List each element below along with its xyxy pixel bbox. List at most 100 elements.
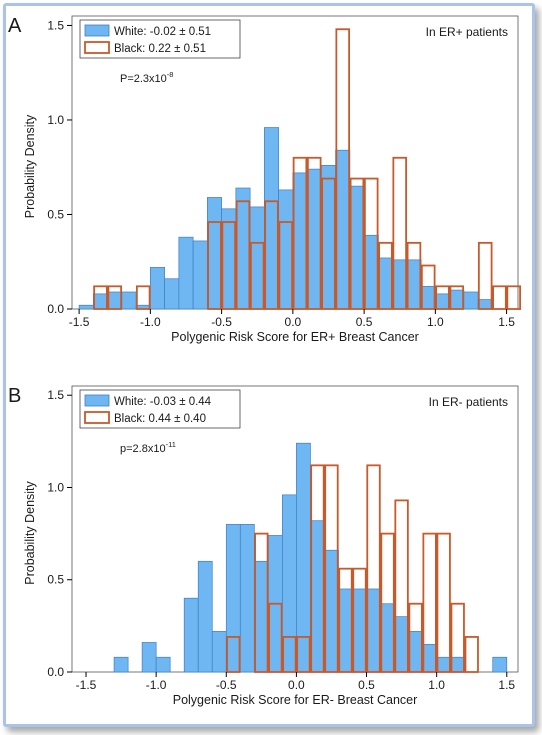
legend-label-black: Black: 0.22 ± 0.51 bbox=[114, 43, 206, 55]
bar-white-10 bbox=[282, 494, 297, 673]
bar-white-0 bbox=[113, 656, 129, 673]
bar-white-2 bbox=[107, 291, 123, 310]
bar-black-6 bbox=[324, 464, 339, 673]
bar-black-9 bbox=[292, 156, 308, 310]
bar-black-15 bbox=[378, 241, 393, 310]
bar-white-1 bbox=[93, 293, 108, 310]
figure-svg: A -1.5 -1.0 -0.5 0.0 0.5 1.0 1.5 0.0 0.5 1.0 1.5 Pol… bbox=[8, 15, 521, 707]
bar-white-18 bbox=[394, 616, 409, 673]
bar-white-7 bbox=[239, 524, 255, 673]
bar-white-9 bbox=[207, 197, 222, 310]
bar-black-8 bbox=[352, 567, 367, 673]
bar-black-12 bbox=[408, 602, 423, 673]
bar-black-12 bbox=[335, 28, 351, 310]
bar-black-19 bbox=[435, 285, 450, 310]
bar-white-22 bbox=[450, 656, 466, 673]
bar-black-5 bbox=[235, 200, 251, 310]
bar-black-17 bbox=[406, 241, 422, 310]
bar-white-6 bbox=[225, 524, 241, 673]
chart-panel-a: A -1.5 -1.0 -0.5 0.0 0.5 1.0 1.5 0.0 0.5 1.0 1.5 Pol… bbox=[8, 15, 521, 344]
bar-white-21 bbox=[436, 656, 452, 673]
bar-white-5 bbox=[211, 631, 227, 673]
bar-black-13 bbox=[349, 177, 365, 310]
y-axis-title: Probability Density bbox=[23, 114, 37, 218]
bar-white-22 bbox=[392, 259, 408, 310]
series-black bbox=[93, 28, 521, 310]
bar-black-16 bbox=[392, 156, 408, 310]
bar-black-13 bbox=[422, 532, 437, 673]
bar-black-14 bbox=[436, 532, 451, 673]
bar-black-2 bbox=[268, 602, 283, 673]
bar-white-25 bbox=[435, 293, 450, 310]
y-axis-title: Probability Density bbox=[23, 480, 37, 584]
bar-white-0 bbox=[78, 304, 94, 310]
x-tick-label: 1.5 bbox=[498, 678, 515, 692]
bar-black-3 bbox=[282, 636, 297, 673]
bar-white-16 bbox=[366, 588, 381, 673]
bar-white-26 bbox=[449, 289, 465, 310]
bar-white-23 bbox=[492, 656, 508, 673]
bar-white-16 bbox=[306, 168, 322, 310]
series-black bbox=[226, 464, 479, 673]
x-tick-label: -1.5 bbox=[76, 678, 97, 692]
legend-swatch-white bbox=[84, 24, 110, 37]
legend-label-white: White: -0.02 ± 0.51 bbox=[114, 26, 211, 38]
x-tick-label: 0.0 bbox=[288, 678, 305, 692]
x-tick-label: -0.5 bbox=[216, 678, 237, 692]
bar-white-4 bbox=[197, 560, 213, 673]
figure-frame: A -1.5 -1.0 -0.5 0.0 0.5 1.0 1.5 0.0 0.5 1.0 1.5 Pol… bbox=[3, 3, 535, 727]
y-tick-label: 1.5 bbox=[47, 18, 64, 32]
bar-white-12 bbox=[249, 206, 265, 310]
x-tick-label: 1.0 bbox=[427, 315, 444, 329]
bar-white-23 bbox=[406, 259, 422, 310]
bar-white-12 bbox=[310, 520, 325, 673]
bar-black-22 bbox=[492, 285, 507, 310]
bar-black-11 bbox=[321, 177, 336, 310]
bar-black-20 bbox=[449, 285, 465, 310]
bar-white-28 bbox=[477, 299, 493, 310]
series-white bbox=[113, 442, 508, 673]
bar-white-13 bbox=[264, 127, 279, 310]
p-value-base: P=2.3x10 bbox=[120, 73, 167, 85]
bar-white-1 bbox=[141, 642, 157, 673]
bar-black-7 bbox=[338, 567, 353, 673]
legend-swatch-white bbox=[84, 394, 110, 407]
bar-black-10 bbox=[380, 532, 395, 673]
y-tick-label: 0.0 bbox=[47, 665, 64, 679]
bar-white-20 bbox=[363, 234, 379, 310]
bar-black-0 bbox=[226, 636, 241, 673]
bar-white-20 bbox=[422, 643, 438, 673]
legend-swatch-black bbox=[84, 41, 110, 54]
bar-white-14 bbox=[338, 588, 353, 673]
bar-white-17 bbox=[380, 603, 395, 673]
bar-black-4 bbox=[221, 221, 237, 310]
x-tick-label: 0.5 bbox=[358, 678, 375, 692]
bar-black-5 bbox=[310, 464, 325, 673]
bar-black-16 bbox=[464, 636, 479, 673]
bar-black-2 bbox=[135, 285, 151, 310]
bar-black-1 bbox=[254, 532, 269, 673]
panel-letter: A bbox=[8, 15, 22, 37]
bar-black-4 bbox=[296, 636, 311, 673]
bar-black-23 bbox=[506, 285, 521, 310]
x-axis-title: Polygenic Risk Score for ER- Breast Canc… bbox=[173, 693, 418, 707]
y-tick-label: 0.5 bbox=[47, 207, 64, 221]
bar-white-18 bbox=[335, 149, 351, 310]
bar-white-15 bbox=[352, 588, 367, 673]
x-tick-label: 0.5 bbox=[356, 315, 373, 329]
bar-black-6 bbox=[249, 241, 265, 310]
bar-white-19 bbox=[349, 185, 365, 310]
y-tick-label: 1.5 bbox=[47, 388, 64, 402]
bar-white-10 bbox=[221, 208, 237, 310]
bar-white-8 bbox=[192, 240, 208, 310]
bar-black-7 bbox=[264, 200, 279, 310]
bar-black-15 bbox=[450, 602, 465, 673]
bar-white-2 bbox=[155, 656, 171, 673]
x-tick-label: -1.0 bbox=[146, 678, 167, 692]
bar-white-21 bbox=[378, 257, 393, 310]
bar-white-11 bbox=[235, 187, 251, 310]
x-tick-label: -1.5 bbox=[69, 315, 90, 329]
p-value-base: p=2.8x10 bbox=[120, 443, 166, 455]
bar-white-5 bbox=[150, 267, 165, 310]
y-tick-label: 1.0 bbox=[47, 113, 64, 127]
